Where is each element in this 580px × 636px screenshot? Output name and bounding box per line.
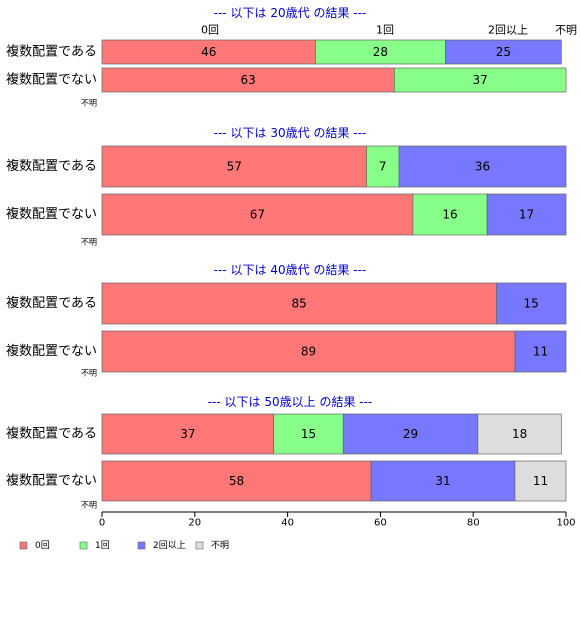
data-label: 15 — [301, 427, 316, 441]
legend-swatch — [19, 541, 28, 550]
unknown-label: 不明 — [81, 369, 97, 378]
legend-swatch — [79, 541, 88, 550]
row-label: 複数配置でない — [6, 206, 97, 222]
data-label: 16 — [442, 208, 457, 222]
x-tick-label: 60 — [374, 518, 387, 529]
bar-segment — [514, 330, 567, 373]
data-label: 89 — [301, 345, 316, 359]
bar-segment — [486, 193, 567, 236]
row-label: 複数配置でない — [6, 473, 97, 489]
legend-label: 1回 — [95, 540, 110, 551]
data-label: 7 — [379, 160, 387, 174]
row-label: 複数配置である — [6, 44, 97, 60]
bar-segment — [101, 460, 372, 502]
panel-title: --- 以下は 30歳代 の結果 --- — [214, 126, 367, 140]
legend-label: 不明 — [211, 540, 229, 551]
panel-title: --- 以下は 20歳代 の結果 --- — [214, 6, 367, 20]
bar-segment — [101, 193, 414, 236]
row-label: 複数配置でない — [6, 343, 97, 359]
bar-segment — [101, 330, 516, 373]
legend-label: 2回以上 — [153, 540, 186, 551]
row-label: 複数配置である — [6, 295, 97, 311]
bar-segment — [342, 413, 479, 455]
unknown-label: 不明 — [81, 99, 97, 108]
bar-segment — [366, 145, 400, 188]
bar-segment — [101, 39, 316, 65]
data-label: 37 — [180, 427, 195, 441]
panel-title: --- 以下は 40歳代 の結果 --- — [214, 263, 367, 277]
category-header-label: 2回以上 — [488, 24, 528, 37]
data-label: 25 — [496, 45, 511, 59]
x-tick-label: 80 — [467, 518, 480, 529]
bar-segment — [398, 145, 567, 188]
data-label: 11 — [533, 345, 548, 359]
data-label: 63 — [241, 73, 256, 87]
bar-segment — [514, 460, 567, 502]
data-label: 18 — [512, 427, 527, 441]
data-label: 15 — [524, 297, 539, 311]
legend-swatch — [195, 541, 204, 550]
legend-swatch — [137, 541, 146, 550]
category-header-label: 1回 — [376, 24, 394, 37]
category-header-label: 0回 — [201, 24, 219, 37]
data-label: 29 — [403, 427, 418, 441]
data-label: 36 — [475, 160, 490, 174]
unknown-label: 不明 — [81, 501, 97, 510]
legend-label: 0回 — [35, 540, 50, 551]
bar-segment — [101, 413, 275, 455]
row-label: 複数配置である — [6, 158, 97, 174]
x-tick-label: 40 — [281, 518, 294, 529]
x-tick-label: 0 — [99, 518, 105, 529]
x-tick-label: 100 — [556, 518, 575, 529]
data-label: 31 — [435, 474, 450, 488]
row-label: 複数配置である — [6, 426, 97, 442]
data-label: 11 — [533, 474, 548, 488]
unknown-label: 不明 — [81, 238, 97, 247]
data-label: 58 — [229, 474, 244, 488]
bar-segment — [445, 39, 562, 65]
data-label: 57 — [227, 160, 242, 174]
bar-segment — [412, 193, 488, 236]
data-label: 17 — [519, 208, 534, 222]
bar-segment — [393, 67, 567, 93]
row-label: 複数配置でない — [6, 72, 97, 88]
bar-segment — [315, 39, 446, 65]
data-label: 46 — [201, 45, 216, 59]
data-label: 28 — [373, 45, 388, 59]
bar-segment — [101, 145, 367, 188]
bar-segment — [496, 282, 567, 325]
category-header-label: 不明 — [555, 24, 577, 37]
bar-segment — [101, 67, 395, 93]
x-tick-label: 20 — [188, 518, 201, 529]
data-label: 85 — [292, 297, 307, 311]
data-label: 67 — [250, 208, 265, 222]
bar-segment — [101, 282, 497, 325]
data-label: 37 — [473, 73, 488, 87]
bar-segment — [477, 413, 562, 455]
panel-title: --- 以下は 50歳以上 の結果 --- — [208, 395, 373, 409]
bar-segment — [273, 413, 344, 455]
bar-segment — [370, 460, 516, 502]
